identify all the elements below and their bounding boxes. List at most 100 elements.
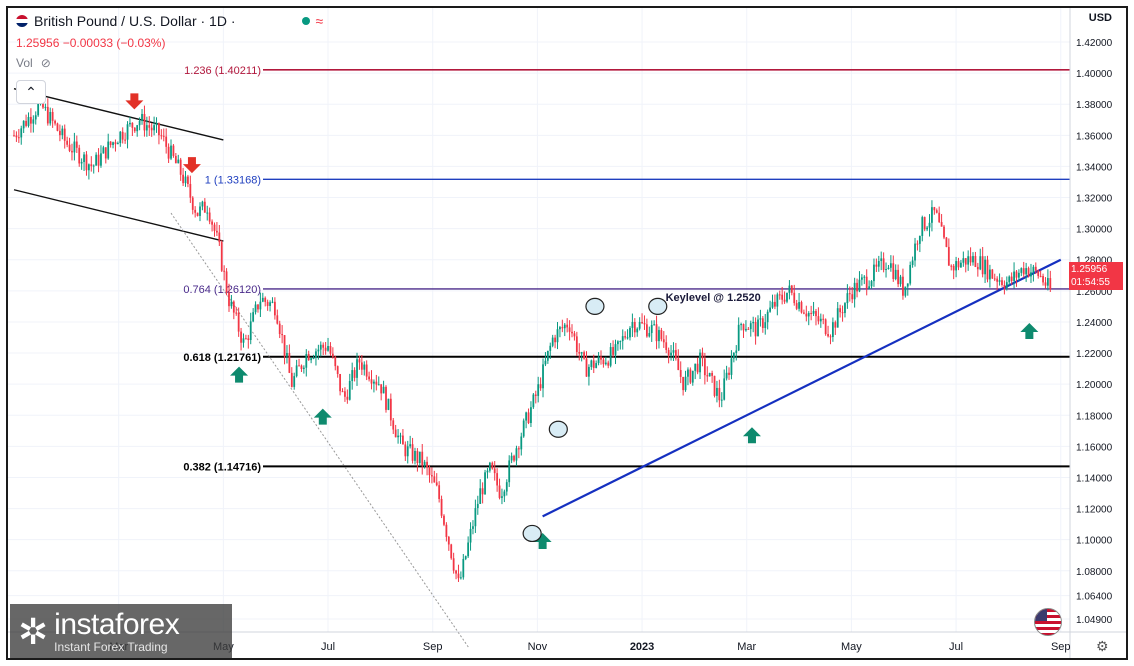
x-tick-label: May [841,641,862,653]
candle-body [208,212,211,222]
candle-body [1044,282,1047,286]
y-tick-label: 1.24000 [1076,318,1113,329]
candle-body [281,334,284,336]
candle-body [976,266,979,270]
candle-body [71,150,73,153]
y-tick-label: 1.06400 [1076,592,1113,603]
candle-body [819,318,822,322]
candle-body [624,336,627,338]
candle-body [459,577,462,579]
candle-body [1008,276,1011,283]
candle-body [158,123,160,136]
candle-body [839,308,842,313]
candle-body [590,360,593,367]
symbol-title[interactable]: British Pound / U.S. Dollar · 1D · [34,13,236,29]
candle-body [752,321,755,324]
candle-body [882,258,885,270]
volume-indicator[interactable]: Vol ⊘ [16,56,51,70]
candle-body [360,362,363,370]
candle-body [711,372,714,376]
candle-body [249,321,252,341]
candle-body [964,258,967,265]
candle-body [148,125,151,128]
candle-body [92,165,95,167]
candle-body [870,281,873,287]
candle-body [940,222,943,227]
y-tick-label: 1.26000 [1076,287,1113,298]
candle-body [701,352,704,359]
currency-button[interactable]: USD [1088,12,1112,24]
candle-body [612,347,614,355]
candle-body [206,212,209,214]
instaforex-logo: ✲ instaforex Instant Forex Trading [10,604,232,658]
candle-body [677,358,680,371]
candle-body [302,367,305,369]
annotation-marks [125,93,1039,550]
us-flag-icon[interactable] [1034,608,1062,636]
candle-body [228,292,230,307]
candle-body [725,372,728,379]
candle-body [20,128,23,138]
candle-body [703,358,706,376]
candle-body [109,141,112,145]
candle-body [126,124,129,140]
candle-body [633,321,636,333]
candle-body [1017,272,1020,278]
candle-body [1032,266,1035,273]
candle-body [491,462,494,469]
candle-body [687,369,689,377]
fib-levels: 1.236 (1.40211) 1 (1.33168) 0.764 (1.26120… [183,65,1070,473]
candle-body [807,313,810,317]
candle-body [107,141,110,159]
candle-body [914,243,916,261]
price-chart[interactable]: 1.236 (1.40211) 1 (1.33168) 0.764 (1.26120… [8,8,1126,658]
candle-body [145,125,148,131]
candle-body [665,342,668,351]
candle-body [778,294,781,296]
candle-body [247,338,250,341]
candle-body [571,331,573,334]
candle-body [817,316,820,322]
candle-body [389,398,392,421]
candle-body [943,226,945,238]
candle-body [56,123,59,131]
candle-body [745,328,747,331]
candle-body [667,350,670,356]
eye-hidden-icon[interactable]: ⊘ [40,56,51,70]
candle-body [194,209,197,213]
candle-body [370,379,373,384]
candle-body [641,322,643,324]
settings-icon[interactable]: ⚙ [1096,638,1109,654]
y-axis[interactable]: 1.42000 1.40000 1.38000 1.36000 1.34000 1.320… [1069,8,1113,658]
candle-body [923,217,926,230]
y-tick-label: 1.14000 [1076,473,1113,484]
y-tick-label: 1.04900 [1076,615,1113,626]
candle-body [771,301,774,308]
candle-body [353,370,356,378]
candle-body [974,256,977,267]
symbol-header[interactable]: British Pound / U.S. Dollar · 1D · ≈ [16,13,323,29]
candle-body [989,269,991,280]
candle-body [244,338,247,340]
price-change: 1.25956 −0.00033 (−0.03%) [16,36,166,50]
candle-body [735,350,738,353]
y-tick-label: 1.42000 [1076,38,1113,49]
candle-body [887,267,890,270]
wave-icon[interactable]: ≈ [315,13,324,29]
candle-body [1039,276,1042,278]
level-label: 1.236 (1.40211) [184,65,261,77]
candle-body [46,106,49,124]
candle-body [286,352,288,357]
candle-body [312,357,315,359]
candle-body [706,375,709,377]
candle-body [960,262,962,268]
candle-body [972,256,974,263]
collapse-button[interactable]: ⌃ [16,80,46,104]
candle-body [300,365,303,369]
candle-body [73,141,76,153]
candle-body [174,155,177,164]
candle-body [319,344,322,350]
candle-body [602,359,605,365]
candle-body [443,515,445,525]
x-tick-label: Jul [949,641,963,653]
